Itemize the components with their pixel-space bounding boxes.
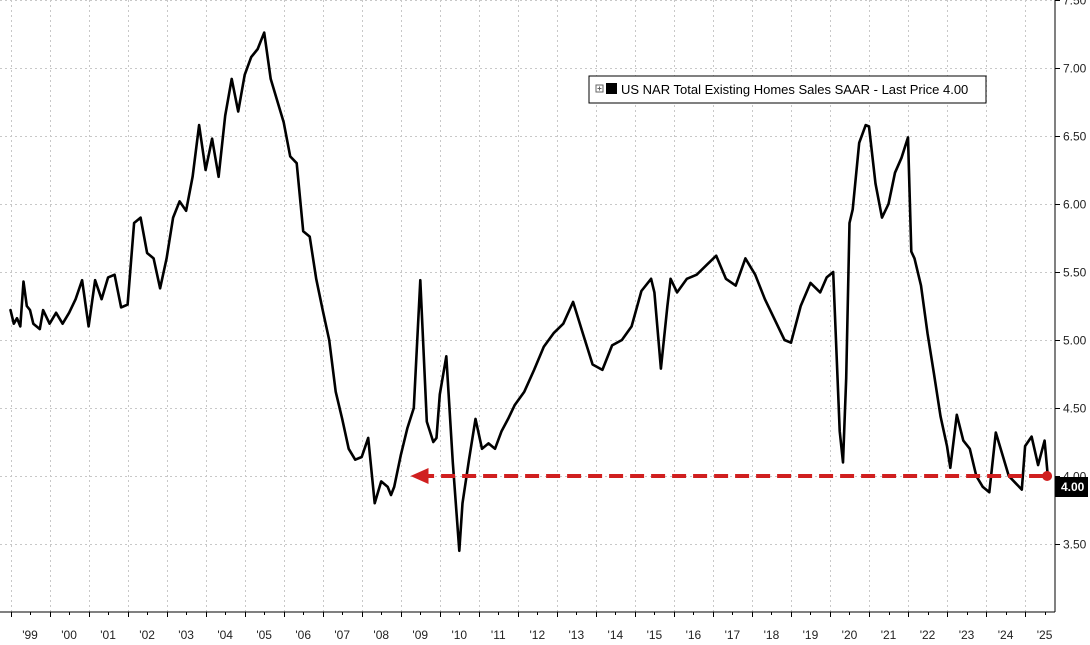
x-tick-label: '03 — [178, 628, 194, 642]
legend-label: US NAR Total Existing Homes Sales SAAR -… — [621, 82, 968, 97]
arrow-head — [410, 468, 429, 484]
x-tick-label: '20 — [842, 628, 858, 642]
x-axis-ticks: '99 '00 '01 '02 '03 '04 '05 '06 '07 '08 '09 '10 '11 '… — [11, 612, 1053, 642]
y-axis-ticks: 3.50 4.00 4.50 5.00 5.50 6.00 6.50 7.00 7.50 — [1055, 0, 1087, 552]
legend-swatch — [606, 83, 617, 94]
y-tick-label: 7.50 — [1063, 0, 1087, 8]
x-tick-label: '11 — [491, 628, 506, 642]
x-tick-label: '10 — [451, 628, 467, 642]
x-tick-label: '17 — [725, 628, 741, 642]
reference-arrow — [410, 468, 1053, 484]
last-price-label: 4.00 — [1061, 480, 1085, 494]
x-tick-label: '24 — [998, 628, 1014, 642]
x-tick-label: '05 — [256, 628, 272, 642]
last-price-dot — [1042, 471, 1053, 481]
x-tick-label: '00 — [61, 628, 77, 642]
x-tick-label: '19 — [803, 628, 819, 642]
x-tick-label: '14 — [608, 628, 624, 642]
y-tick-label: 6.50 — [1063, 130, 1087, 144]
series-line — [9, 31, 1050, 553]
y-tick-label: 3.50 — [1063, 538, 1087, 552]
x-tick-label: '06 — [295, 628, 311, 642]
x-tick-label: '99 — [22, 628, 38, 642]
y-tick-label: 4.50 — [1063, 402, 1087, 416]
x-tick-label: '12 — [530, 628, 546, 642]
x-tick-label: '13 — [569, 628, 585, 642]
x-tick-label: '21 — [881, 628, 897, 642]
x-tick-label: '09 — [412, 628, 428, 642]
y-tick-label: 5.50 — [1063, 266, 1087, 280]
x-tick-label: '08 — [373, 628, 389, 642]
last-price-tag: 4.00 — [1055, 477, 1088, 497]
x-tick-label: '15 — [647, 628, 663, 642]
y-tick-label: 7.00 — [1063, 62, 1087, 76]
y-tick-label: 6.00 — [1063, 198, 1087, 212]
last-price-box — [1055, 477, 1088, 497]
legend-box — [588, 75, 987, 104]
legend: US NAR Total Existing Homes Sales SAAR -… — [588, 75, 987, 104]
x-tick-label: '02 — [139, 628, 155, 642]
grid-lines — [0, 0, 1055, 612]
x-tick-label: '23 — [959, 628, 975, 642]
x-tick-label: '07 — [334, 628, 350, 642]
y-tick-label: 5.00 — [1063, 334, 1087, 348]
x-tick-label: '18 — [764, 628, 780, 642]
x-tick-label: '04 — [217, 628, 233, 642]
x-tick-label: '16 — [686, 628, 702, 642]
x-tick-label: '22 — [920, 628, 936, 642]
x-tick-label: '25 — [1037, 628, 1053, 642]
series-group — [9, 31, 1050, 553]
x-tick-label: '01 — [100, 628, 116, 642]
